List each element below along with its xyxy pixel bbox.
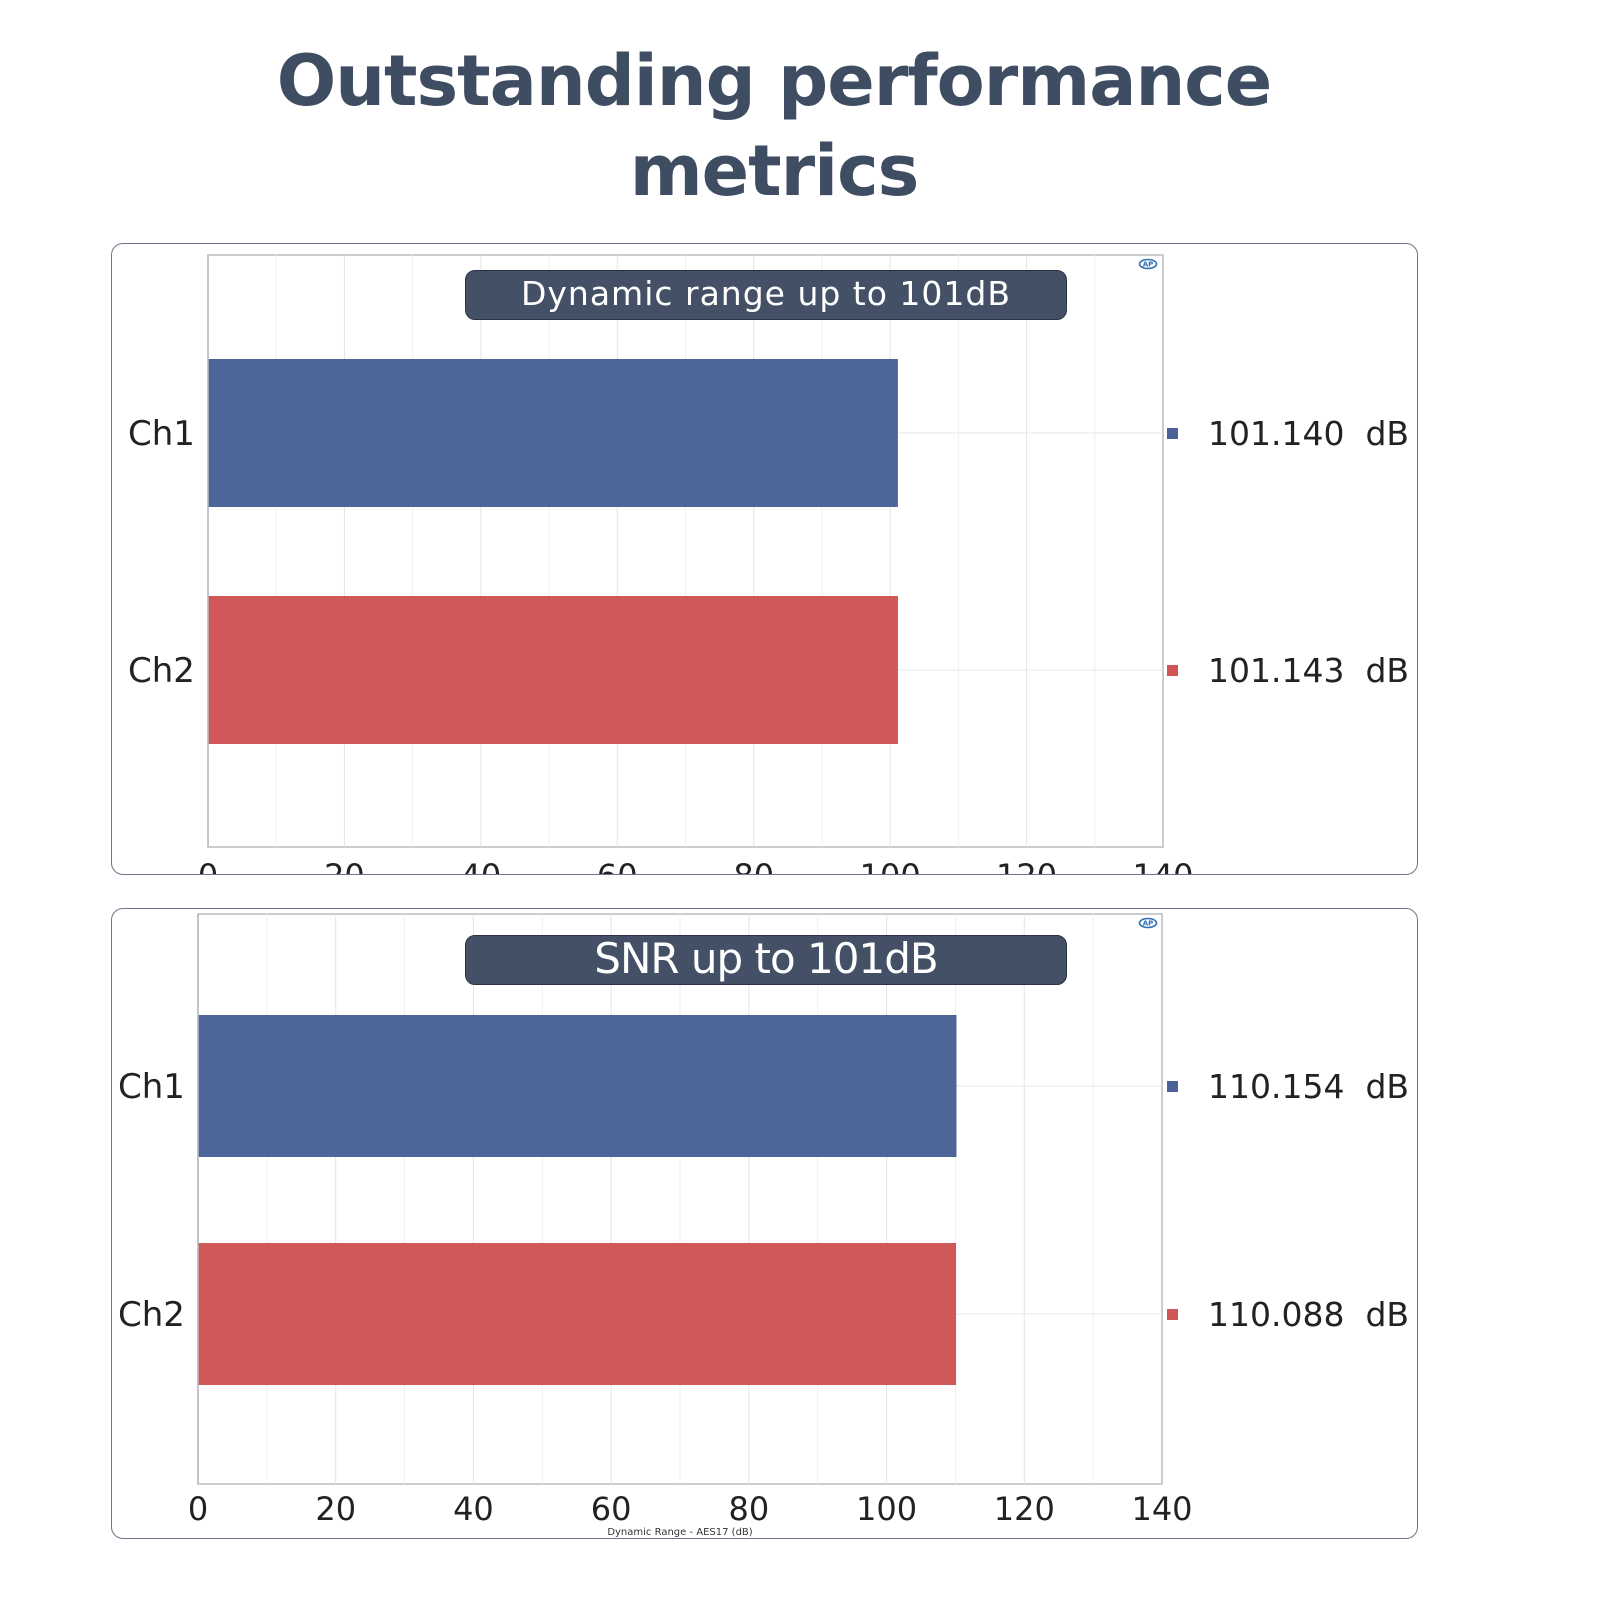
x-tick-label: 140 (1131, 1490, 1192, 1528)
svg-text:AP: AP (1143, 920, 1154, 928)
x-tick-label: 80 (733, 857, 774, 875)
dynamic-range-chart: Ch1 Ch2 101.140 dB 101.143 dB 0 20 40 60 80 100 12… (128, 254, 1409, 875)
x-tick-label: 0 (188, 1490, 208, 1528)
x-tick-label: 120 (996, 857, 1057, 875)
x-tick-label: 100 (856, 1490, 917, 1528)
x-tick-label: 0 (198, 857, 218, 875)
snr-chart-panel: Ch1 Ch2 110.154 dB 110.088 dB 0 20 40 60 80 100 12… (111, 908, 1418, 1539)
legend-marker (1167, 1081, 1178, 1092)
bar-ch1 (208, 359, 898, 507)
legend-marker (1167, 1309, 1178, 1320)
value-label: 101.143 dB (1208, 651, 1409, 690)
bar-ch1 (198, 1015, 957, 1157)
x-tick-label: 20 (315, 1490, 356, 1528)
x-tick-label: 60 (591, 1490, 632, 1528)
x-tick-label: 40 (453, 1490, 494, 1528)
category-label: Ch1 (128, 414, 195, 454)
x-tick-label: 20 (324, 857, 365, 875)
category-label: Ch2 (128, 651, 195, 691)
page-title-line-2: metrics (629, 130, 920, 212)
bar-ch2 (198, 1243, 957, 1385)
dynamic-range-chart-title: Dynamic range up to 101dB (465, 270, 1067, 320)
value-label: 110.088 dB (1208, 1295, 1409, 1334)
value-label: 110.154 dB (1208, 1067, 1409, 1106)
x-axis-label: Dynamic Range - AES17 (dB) (607, 1527, 752, 1538)
legend-marker (1167, 428, 1178, 439)
x-tick-label: 80 (728, 1490, 769, 1528)
x-tick-label: 60 (597, 857, 638, 875)
snr-chart: Ch1 Ch2 110.154 dB 110.088 dB 0 20 40 60 80 100 12… (118, 913, 1409, 1538)
x-tick-label: 140 (1132, 857, 1193, 875)
page-title-line-1: Outstanding performance (276, 40, 1273, 122)
x-tick-label: 100 (860, 857, 921, 875)
category-label: Ch1 (118, 1067, 185, 1107)
bar-ch2 (208, 596, 898, 744)
svg-text:AP: AP (1143, 261, 1154, 269)
page-title: Outstanding performance metrics (0, 36, 1548, 216)
dynamic-range-chart-panel: Ch1 Ch2 101.140 dB 101.143 dB 0 20 40 60 80 100 12… (111, 243, 1418, 875)
x-tick-label: 120 (994, 1490, 1055, 1528)
legend-marker (1167, 665, 1178, 676)
audio-precision-logo-icon: AP (1138, 258, 1158, 270)
snr-chart-title: SNR up to 101dB (465, 935, 1067, 985)
category-label: Ch2 (118, 1295, 185, 1335)
audio-precision-logo-icon: AP (1138, 917, 1158, 929)
value-label: 101.140 dB (1208, 414, 1409, 453)
x-tick-label: 40 (460, 857, 501, 875)
